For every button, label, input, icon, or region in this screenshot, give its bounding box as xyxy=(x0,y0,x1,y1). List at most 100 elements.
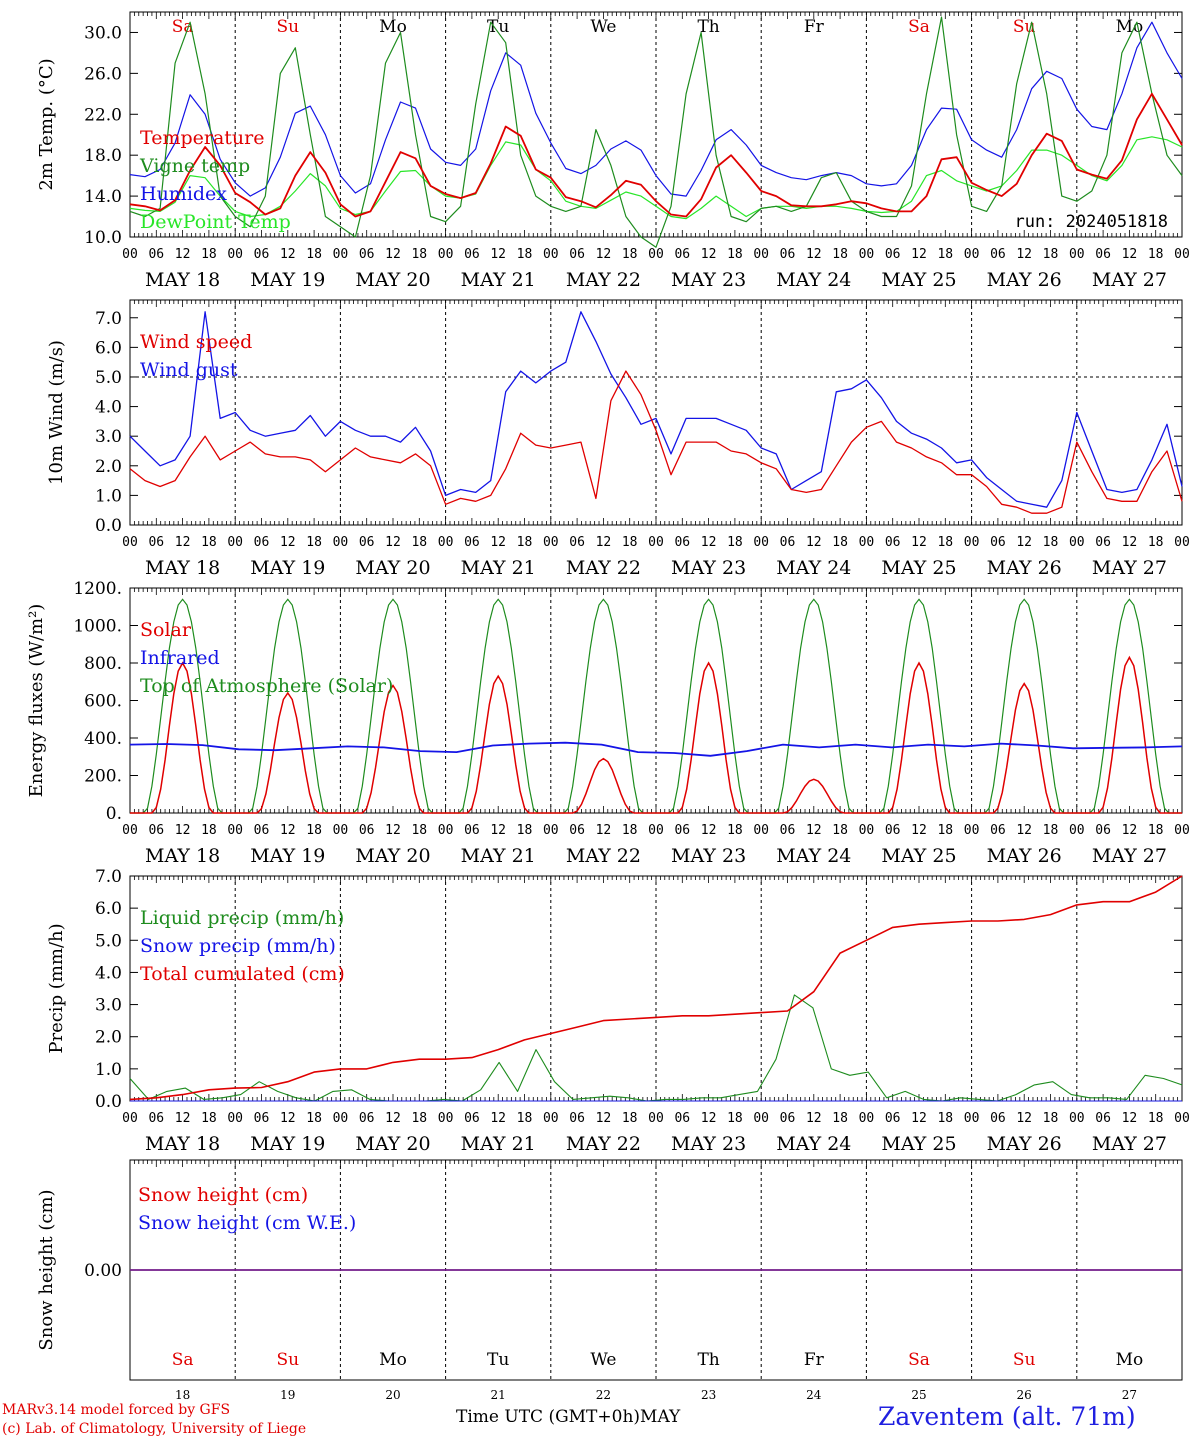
x-tick-label: 00 xyxy=(438,1111,454,1126)
x-tick-label: 18 xyxy=(517,1111,533,1126)
x-tick-label: 06 xyxy=(674,535,690,550)
x-tick-label: 18 xyxy=(622,823,638,838)
y-tick-label: 7.0 xyxy=(95,309,122,329)
day-number-label: 24 xyxy=(806,1388,822,1402)
x-tick-label: 00 xyxy=(648,535,664,550)
legend-entry: DewPoint Temp xyxy=(140,211,291,233)
x-tick-label: 00 xyxy=(859,535,875,550)
station-title: Zaventem (alt. 71m) xyxy=(878,1402,1136,1431)
weekday-label: Mo xyxy=(379,1350,407,1370)
legend-entry: Solar xyxy=(140,619,192,641)
date-label: MAY 18 xyxy=(145,845,220,867)
x-tick-label: 06 xyxy=(885,823,901,838)
date-label: MAY 27 xyxy=(1092,845,1167,867)
x-tick-label: 00 xyxy=(227,1111,243,1126)
x-tick-label: 06 xyxy=(148,247,164,262)
x-tick-label: 12 xyxy=(806,823,822,838)
y-tick-label: 6.0 xyxy=(95,899,122,919)
date-label: MAY 27 xyxy=(1092,269,1167,291)
day-number-label: 20 xyxy=(385,1388,400,1402)
x-tick-label: 12 xyxy=(911,247,927,262)
date-label: MAY 26 xyxy=(987,269,1062,291)
x-tick-label: 06 xyxy=(254,1111,270,1126)
weekday-label: Fr xyxy=(804,17,825,37)
weekday-label: Mo xyxy=(1116,1350,1144,1370)
date-label: MAY 18 xyxy=(145,557,220,579)
day-number-label: 22 xyxy=(596,1388,611,1402)
series-line xyxy=(129,92,1183,218)
x-tick-label: 06 xyxy=(148,823,164,838)
x-tick-label: 12 xyxy=(175,535,191,550)
x-tick-label: 18 xyxy=(517,247,533,262)
credit-line-2: (c) Lab. of Climatology, University of L… xyxy=(2,1421,307,1437)
legend-entry: Total cumulated (cm) xyxy=(140,963,345,985)
y-axis-label: Energy fluxes (W/m²) xyxy=(26,604,47,798)
x-tick-label: 18 xyxy=(727,535,743,550)
series-line xyxy=(129,370,1183,514)
x-tick-label: 06 xyxy=(148,535,164,550)
x-tick-label: 18 xyxy=(201,247,217,262)
date-label: MAY 21 xyxy=(461,557,536,579)
x-tick-label: 12 xyxy=(806,247,822,262)
date-label: MAY 23 xyxy=(671,845,746,867)
panel-frame xyxy=(129,11,1183,238)
month-label: MAY xyxy=(640,1407,681,1427)
x-tick-label: 18 xyxy=(517,535,533,550)
panel-frame xyxy=(129,299,1183,526)
x-tick-label: 18 xyxy=(1043,247,1059,262)
date-label: MAY 22 xyxy=(566,845,641,867)
date-label: MAY 22 xyxy=(566,269,641,291)
x-tick-label: 18 xyxy=(411,247,427,262)
x-tick-label: 18 xyxy=(937,535,953,550)
x-tick-label: 06 xyxy=(780,1111,796,1126)
x-tick-label: 00 xyxy=(859,1111,875,1126)
y-tick-label: 2.0 xyxy=(95,1028,122,1048)
x-tick-label: 06 xyxy=(359,535,375,550)
x-tick-label: 18 xyxy=(1043,535,1059,550)
date-label: MAY 20 xyxy=(355,845,430,867)
y-tick-label: 30.0 xyxy=(84,23,122,43)
x-tick-label: 12 xyxy=(490,823,506,838)
weekday-label: Sa xyxy=(172,17,194,37)
x-tick-label: 06 xyxy=(359,247,375,262)
x-tick-label: 06 xyxy=(990,247,1006,262)
legend-entry: Humidex xyxy=(140,183,227,205)
x-tick-label: 18 xyxy=(201,823,217,838)
x-tick-label: 18 xyxy=(1148,247,1164,262)
x-tick-label: 18 xyxy=(201,535,217,550)
x-tick-label: 18 xyxy=(411,823,427,838)
x-tick-label: 12 xyxy=(175,247,191,262)
x-tick-label: 12 xyxy=(1016,247,1032,262)
x-tick-label: 00 xyxy=(964,1111,980,1126)
run-annotation: run: 2024051818 xyxy=(1014,212,1168,232)
x-tick-label: 18 xyxy=(622,535,638,550)
x-tick-label: 00 xyxy=(122,535,138,550)
x-tick-label: 00 xyxy=(648,823,664,838)
x-tick-label: 12 xyxy=(175,1111,191,1126)
x-tick-label: 00 xyxy=(964,535,980,550)
y-tick-label: 14.0 xyxy=(84,187,122,207)
y-tick-label: 800. xyxy=(84,654,122,674)
day-number-label: 21 xyxy=(491,1388,506,1402)
x-tick-label: 18 xyxy=(306,823,322,838)
x-tick-label: 00 xyxy=(648,247,664,262)
x-tick-label: 06 xyxy=(885,1111,901,1126)
date-label: MAY 24 xyxy=(776,557,851,579)
x-tick-label: 00 xyxy=(1174,247,1190,262)
x-tick-label: 06 xyxy=(674,823,690,838)
x-tick-label: 12 xyxy=(596,1111,612,1126)
x-tick-label: 00 xyxy=(964,823,980,838)
date-label: MAY 19 xyxy=(250,557,325,579)
x-tick-label: 00 xyxy=(122,823,138,838)
y-axis-label: Precip (mm/h) xyxy=(46,923,67,1053)
x-tick-label: 00 xyxy=(333,535,349,550)
x-tick-label: 12 xyxy=(280,247,296,262)
weekday-label: Su xyxy=(1013,1350,1036,1370)
x-tick-label: 06 xyxy=(780,535,796,550)
x-tick-label: 06 xyxy=(254,823,270,838)
x-tick-label: 18 xyxy=(1043,823,1059,838)
x-tick-label: 12 xyxy=(806,1111,822,1126)
x-tick-label: 00 xyxy=(227,247,243,262)
x-tick-label: 00 xyxy=(438,823,454,838)
x-tick-label: 12 xyxy=(385,823,401,838)
